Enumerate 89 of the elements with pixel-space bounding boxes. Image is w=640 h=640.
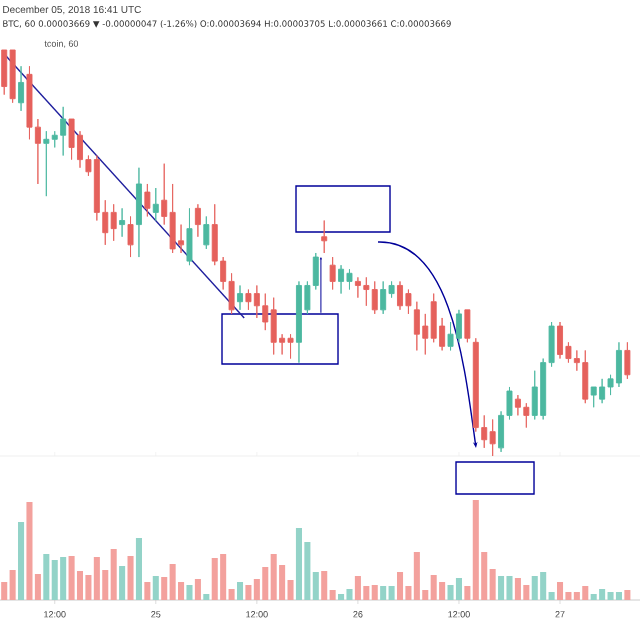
bar bbox=[194, 579, 201, 600]
bar bbox=[607, 592, 614, 600]
bar bbox=[152, 576, 159, 600]
bar bbox=[615, 592, 622, 600]
candlestick bbox=[186, 207, 193, 266]
candlestick bbox=[321, 220, 328, 254]
candlestick bbox=[68, 118, 75, 161]
bar bbox=[472, 500, 479, 600]
candlestick bbox=[489, 419, 496, 457]
candlestick bbox=[237, 285, 243, 311]
candlestick bbox=[127, 216, 134, 258]
bar bbox=[531, 576, 538, 600]
bar bbox=[346, 589, 353, 600]
candlestick bbox=[60, 106, 67, 156]
bar bbox=[43, 554, 50, 600]
bar bbox=[590, 594, 597, 600]
candlestick bbox=[194, 203, 201, 238]
bar bbox=[186, 585, 193, 600]
candlestick bbox=[363, 276, 370, 307]
bar bbox=[439, 582, 446, 600]
bar bbox=[18, 522, 25, 600]
bar bbox=[321, 571, 328, 600]
candlestick bbox=[144, 183, 151, 217]
bar bbox=[144, 582, 151, 600]
bar bbox=[430, 575, 437, 600]
candlestick bbox=[119, 207, 126, 238]
candlestick bbox=[152, 187, 159, 221]
candlestick bbox=[371, 280, 378, 315]
candlestick bbox=[346, 268, 353, 290]
bar bbox=[51, 560, 58, 600]
bar bbox=[127, 556, 134, 600]
bar bbox=[211, 558, 218, 600]
candlestick bbox=[413, 301, 420, 351]
bar bbox=[556, 582, 564, 600]
candlestick bbox=[599, 378, 606, 404]
candlestick bbox=[615, 341, 622, 388]
bar bbox=[573, 592, 580, 600]
bar bbox=[514, 578, 521, 600]
bar bbox=[220, 554, 227, 600]
bar bbox=[338, 594, 345, 600]
candlestick bbox=[245, 289, 252, 311]
bar bbox=[9, 570, 16, 600]
bar bbox=[455, 578, 462, 600]
bar bbox=[380, 586, 387, 600]
bar bbox=[371, 585, 378, 600]
bar bbox=[60, 557, 67, 600]
candlestick bbox=[624, 341, 631, 380]
bar bbox=[540, 572, 547, 600]
bar bbox=[110, 549, 117, 600]
bar bbox=[388, 586, 395, 600]
candlestick bbox=[287, 333, 294, 360]
candlestick bbox=[523, 402, 530, 429]
bar bbox=[413, 552, 420, 600]
candlestick bbox=[380, 280, 387, 315]
bar bbox=[203, 594, 210, 600]
bar bbox=[396, 572, 404, 600]
bar bbox=[295, 528, 302, 600]
candlestick bbox=[329, 256, 336, 290]
candlestick bbox=[270, 297, 277, 355]
candlestick bbox=[405, 289, 412, 315]
bar bbox=[26, 502, 33, 600]
bar bbox=[506, 576, 513, 600]
bar bbox=[498, 576, 505, 600]
candlestick bbox=[590, 386, 597, 408]
bar bbox=[135, 538, 142, 600]
candlestick bbox=[582, 349, 589, 404]
candlestick bbox=[43, 130, 50, 197]
candlestick bbox=[18, 65, 25, 112]
candlestick bbox=[455, 309, 462, 343]
candlestick bbox=[9, 49, 16, 104]
bar bbox=[523, 585, 530, 600]
candlestick bbox=[203, 216, 210, 250]
bar bbox=[624, 590, 631, 600]
candlestick bbox=[464, 309, 471, 343]
candlestick bbox=[1, 49, 8, 96]
bar bbox=[119, 566, 126, 600]
bar bbox=[582, 586, 589, 600]
bar bbox=[599, 589, 606, 600]
bar bbox=[270, 554, 277, 600]
candlestick bbox=[135, 167, 142, 258]
bar bbox=[447, 585, 454, 600]
candlestick bbox=[110, 203, 117, 242]
bar bbox=[354, 576, 361, 600]
bar bbox=[68, 556, 75, 600]
bar bbox=[245, 585, 252, 600]
candlestick bbox=[338, 264, 345, 295]
bar bbox=[93, 557, 100, 600]
bar bbox=[169, 564, 176, 600]
bar bbox=[236, 582, 244, 600]
